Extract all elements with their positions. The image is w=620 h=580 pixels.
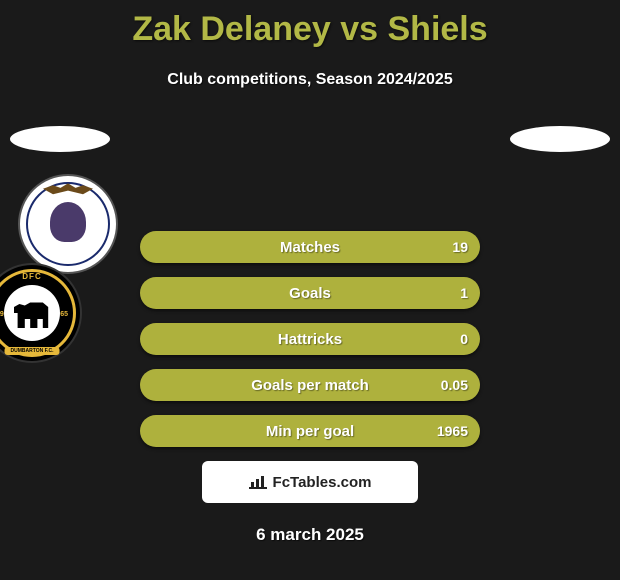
stat-value-right: 1 <box>460 285 468 301</box>
bar-chart-icon <box>249 475 267 489</box>
stat-row-mpg: Min per goal 1965 <box>140 415 480 447</box>
stats-container: Matches 19 Goals 1 Hattricks 0 Goals per… <box>0 231 620 545</box>
player-left-ellipse <box>10 126 110 152</box>
page-title: Zak Delaney vs Shiels <box>0 0 620 49</box>
stat-value-right: 0 <box>460 331 468 347</box>
stat-label: Goals per match <box>251 377 369 394</box>
stat-value-right: 1965 <box>437 423 468 439</box>
stat-label: Hattricks <box>278 331 342 348</box>
stat-row-matches: Matches 19 <box>140 231 480 263</box>
stat-value-right: 0.05 <box>441 377 468 393</box>
season-subtitle: Club competitions, Season 2024/2025 <box>0 71 620 89</box>
stat-row-hattricks: Hattricks 0 <box>140 323 480 355</box>
attribution-box[interactable]: FcTables.com <box>202 461 418 503</box>
stat-label: Matches <box>280 239 340 256</box>
snapshot-date: 6 march 2025 <box>0 525 620 545</box>
stat-label: Min per goal <box>266 423 354 440</box>
attribution-text: FcTables.com <box>273 474 372 491</box>
player-right-ellipse <box>510 126 610 152</box>
stat-label: Goals <box>289 285 331 302</box>
stat-row-goals: Goals 1 <box>140 277 480 309</box>
stat-value-right: 19 <box>452 239 468 255</box>
stat-row-gpm: Goals per match 0.05 <box>140 369 480 401</box>
